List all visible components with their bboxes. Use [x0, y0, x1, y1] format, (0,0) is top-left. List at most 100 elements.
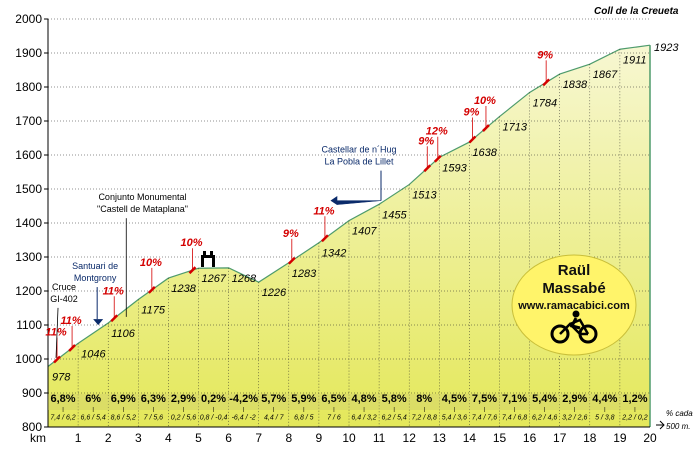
grade-label: -4,2%: [229, 393, 258, 405]
grade-label: 4,8%: [352, 393, 377, 405]
steep-label: 11%: [45, 327, 66, 339]
steep-label: 11%: [60, 315, 81, 327]
steep-label: 9%: [463, 107, 479, 119]
x-tick-label: 7: [255, 431, 262, 445]
altitude-label: 1046: [81, 348, 106, 360]
x-tick-label: 18: [583, 431, 597, 445]
y-tick-label: 1400: [15, 216, 42, 230]
grade-labels: 6,8% 6% 6,9% 6,3% 2,9% 0,2% -4,2% 5,7% 5,9% 6,5% 4…: [51, 393, 648, 405]
sub-grade-label: 6,8 / 5: [294, 414, 314, 421]
grade-label: 6,9%: [111, 393, 136, 405]
sub-grade-label: 6,6 / 5,4: [81, 414, 106, 421]
footnote-arrow-icon: [656, 420, 665, 430]
steep-label: 11%: [103, 285, 124, 297]
annotation-line: "Castell de Mataplana": [97, 204, 188, 214]
y-tick-label: 1000: [15, 352, 42, 366]
annotation-line: Conjunto Monumental: [98, 192, 186, 202]
x-tick-label: 11: [373, 431, 386, 445]
grade-label: 4,4%: [592, 393, 617, 405]
steep-label: 9%: [283, 228, 299, 240]
grid-lines: [47, 18, 650, 428]
grade-label: 7,1%: [502, 393, 527, 405]
altitude-label: 1267: [202, 273, 227, 285]
altitude-label: 1407: [352, 226, 377, 238]
altitude-label: 1867: [593, 69, 618, 81]
grade-label: 5,4%: [532, 393, 557, 405]
grade-label: 6%: [85, 393, 101, 405]
logo-name-line-2: Massabé: [542, 280, 605, 297]
grade-label: 5,8%: [382, 393, 407, 405]
x-tick-label: 19: [613, 431, 627, 445]
sub-grade-label: 7,2 / 8,8: [412, 414, 437, 421]
altitude-label: 1283: [292, 268, 317, 280]
steep-label: 10%: [180, 237, 202, 249]
author-logo: Raül Massabé www.ramacabici.com: [511, 254, 637, 356]
altitude-label: 1838: [563, 79, 588, 91]
pointer-arrow-icon: [330, 196, 382, 205]
footnote: % cada 500 m.: [656, 409, 693, 431]
grade-label: 5,7%: [261, 393, 286, 405]
grade-label: 8%: [416, 393, 432, 405]
y-tick-label: 1700: [15, 114, 42, 128]
altitude-label: 1238: [171, 283, 196, 295]
x-tick-label: 5: [195, 431, 202, 445]
annotation-line: La Pobla de Lillet: [324, 157, 394, 167]
x-tick-label: 15: [493, 431, 507, 445]
x-tick-label: 10: [342, 431, 356, 445]
steep-label: 9%: [418, 135, 434, 147]
altitude-label: 978: [52, 371, 71, 383]
logo-url: www.ramacabici.com: [517, 300, 630, 312]
grade-label: 6,8%: [51, 393, 76, 405]
sub-grade-label: 7,4 / 6,2: [50, 414, 75, 421]
annotation-line: GI-402: [50, 294, 78, 304]
sub-grade-label: 5 / 3,8: [595, 414, 615, 421]
sub-grade-label: 6,4 / 3,2: [351, 414, 376, 421]
footnote-line-2: 500 m.: [666, 422, 690, 431]
x-tick-label: 3: [135, 431, 142, 445]
altitude-label: 1226: [262, 287, 287, 299]
altitude-labels: 978 1046 1106 1175 1238 1267 1268 1226 1283 1342 1…: [52, 42, 679, 383]
x-tick-label: 4: [165, 431, 172, 445]
x-tick-label: 17: [553, 431, 567, 445]
altitude-label: 1342: [322, 248, 346, 260]
x-axis: km 1 2 3 4 5 6 7 8 9 10 11 12 13 14 15 16 17 18 19 20: [30, 431, 657, 445]
sub-grade-label: 4,4 / 7: [264, 414, 285, 421]
annotation-pointer: [55, 307, 59, 358]
castle-icon: [201, 251, 215, 267]
sub-grade-label: 8,6 / 5,2: [111, 414, 136, 421]
grade-label: 2,9%: [171, 393, 196, 405]
altitude-label: 1911: [623, 54, 647, 66]
x-tick-label: 14: [463, 431, 477, 445]
logo-background: [511, 254, 637, 356]
grade-label: 0,2%: [201, 393, 226, 405]
altitude-label: 1513: [412, 190, 437, 202]
steep-label: 9%: [537, 49, 553, 61]
sub-grade-label: 6,2 / 5,4: [382, 414, 407, 421]
grade-label: 7,5%: [472, 393, 497, 405]
y-tick-label: 900: [22, 386, 42, 400]
x-tick-label: 1: [75, 431, 82, 445]
x-tick-label: 12: [403, 431, 417, 445]
sub-grade-label: 7 / 5,6: [144, 414, 164, 421]
x-tick-label: 13: [433, 431, 447, 445]
chart-title: Coll de la Creueta: [594, 6, 679, 17]
x-tick-label: 9: [316, 431, 323, 445]
y-tick-label: 1600: [15, 148, 42, 162]
x-axis-title: km: [30, 431, 46, 445]
annotations: Cruce GI-402 Santuari de Montgrony Conjunto …: [50, 145, 397, 358]
sub-grade-label: -6,4 / -2: [232, 414, 256, 421]
altitude-label: 1923: [654, 42, 679, 54]
grade-band: [48, 394, 650, 412]
altitude-label: 1106: [111, 328, 136, 340]
y-tick-label: 1100: [16, 318, 42, 332]
y-tick-label: 1200: [15, 284, 42, 298]
grade-label: 5,9%: [291, 393, 316, 405]
y-tick-label: 1800: [15, 80, 42, 94]
sub-grade-label: 6,2 / 4,6: [532, 414, 557, 421]
altitude-label: 1784: [533, 97, 557, 109]
sub-grade-label: 5,4 / 3,6: [442, 414, 467, 421]
altitude-label: 1268: [232, 273, 257, 285]
x-tick-label: 8: [285, 431, 292, 445]
pointer-arrow-icon: [93, 319, 104, 326]
